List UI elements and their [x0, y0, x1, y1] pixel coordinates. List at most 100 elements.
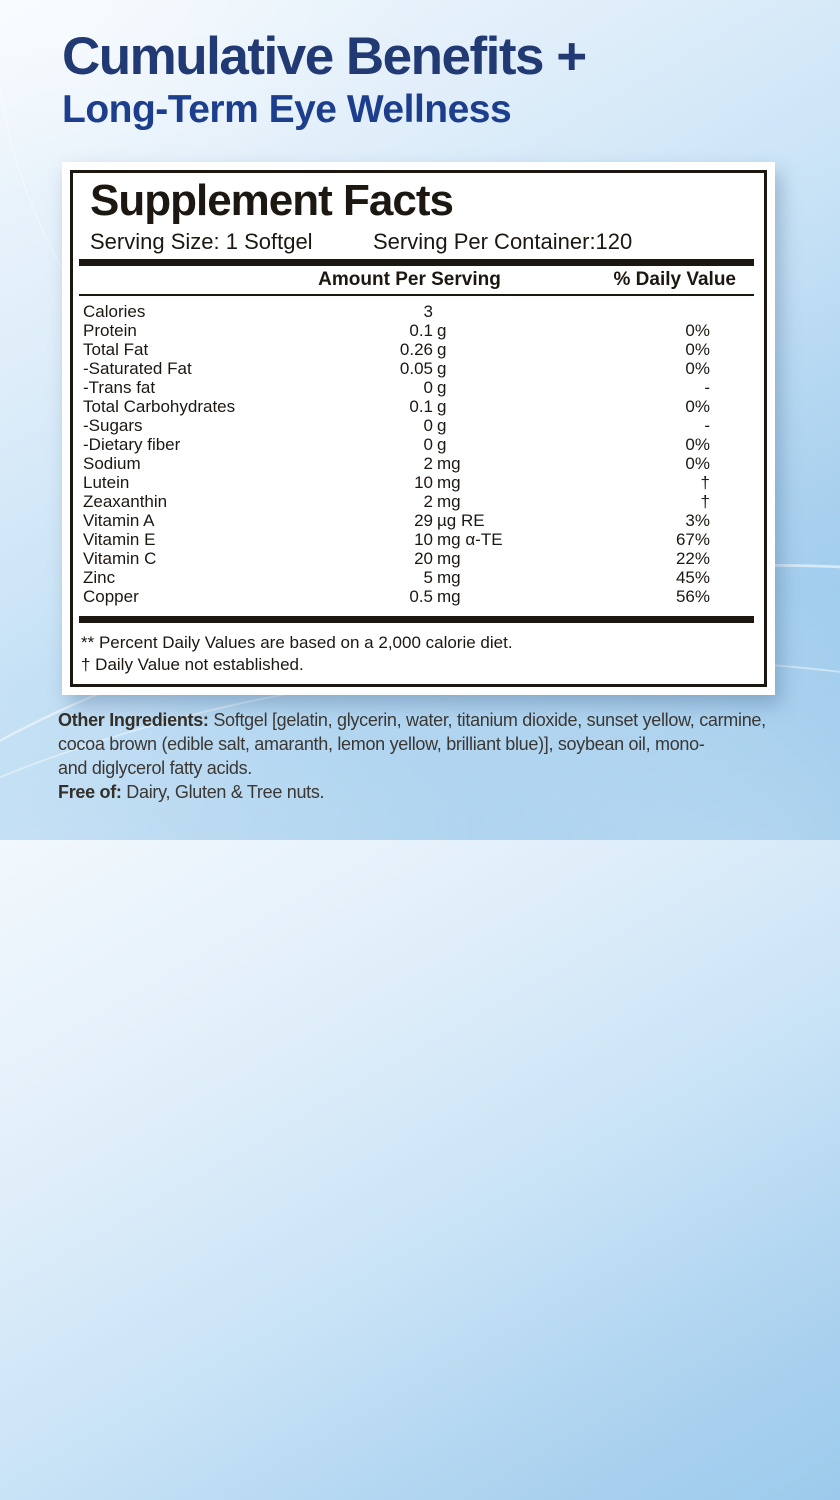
nutrient-amount: 3: [423, 302, 433, 322]
other-ingredients-label: Other Ingredients:: [58, 710, 209, 730]
nutrient-daily-value: 67%: [675, 530, 710, 550]
footnotes: ** Percent Daily Values are based on a 2…: [81, 632, 736, 676]
table-row: Vitamin A 29 µg RE 3%: [83, 511, 736, 530]
table-row: Calories 3: [83, 302, 736, 321]
nutrient-name: Calories: [83, 302, 146, 322]
nutrient-name: -Dietary fiber: [83, 435, 181, 455]
title-line-1: Cumulative Benefits +: [62, 27, 587, 86]
nutrient-amount: 0: [423, 435, 433, 455]
nutrient-unit: mg: [437, 492, 461, 512]
nutrient-amount: 20: [414, 549, 433, 569]
servings-per-container-label: Serving Per Container:120: [373, 229, 633, 254]
table-row: Zeaxanthin 2 mg †: [83, 492, 736, 511]
page-title: Cumulative Benefits + Long-Term Eye Well…: [62, 27, 587, 131]
nutrient-daily-value: 56%: [675, 587, 710, 607]
title-line-2: Long-Term Eye Wellness: [62, 88, 512, 131]
nutrient-amount: 2: [423, 492, 433, 512]
nutrient-daily-value: 0%: [685, 435, 710, 455]
nutrient-amount: 0: [423, 378, 433, 398]
nutrient-name: Total Fat: [83, 340, 149, 360]
nutrient-amount: 5: [423, 568, 433, 588]
nutrient-name: Vitamin E: [83, 530, 156, 550]
nutrient-amount: 10: [414, 530, 433, 550]
nutrient-amount: 2: [423, 454, 433, 474]
supplement-facts-panel: Supplement Facts Serving Size: 1 Softgel…: [70, 170, 767, 687]
nutrient-daily-value: †: [700, 473, 710, 493]
free-of-label: Free of:: [58, 782, 122, 802]
free-of-line: Free of: Dairy, Gluten & Tree nuts.: [58, 780, 818, 804]
table-row: Vitamin E 10 mg α-TE 67%: [83, 530, 736, 549]
table-row: Protein 0.1 g 0%: [83, 321, 736, 340]
table-row: -Sugars 0 g -: [83, 416, 736, 435]
table-row: Zinc 5 mg 45%: [83, 568, 736, 587]
column-header-daily-value: % Daily Value: [613, 269, 736, 291]
nutrient-amount: 0.05: [399, 359, 433, 379]
free-of-text: Dairy, Gluten & Tree nuts.: [121, 782, 325, 802]
footnote-daily-values: ** Percent Daily Values are based on a 2…: [81, 633, 513, 653]
nutrient-daily-value: 0%: [685, 340, 710, 360]
nutrient-daily-value: 0%: [685, 359, 710, 379]
nutrient-amount: 10: [414, 473, 433, 493]
thick-rule-top: [79, 259, 754, 267]
serving-size-label: Serving Size: 1 Softgel: [90, 229, 313, 254]
nutrient-daily-value: †: [700, 492, 710, 512]
nutrient-daily-value: 0%: [685, 397, 710, 417]
table-row: Vitamin C 20 mg 22%: [83, 549, 736, 568]
table-row: -Trans fat 0 g -: [83, 378, 736, 397]
nutrient-unit: mg α-TE: [437, 530, 503, 550]
table-header-row: Amount Per Serving % Daily Value: [83, 269, 736, 294]
nutrient-name: Zeaxanthin: [83, 492, 168, 512]
nutrient-unit: g: [437, 435, 447, 455]
nutrient-daily-value: [616, 302, 736, 321]
nutrient-name: Protein: [83, 321, 137, 341]
other-ingredients-line-3: and diglycerol fatty acids.: [58, 758, 253, 778]
nutrient-unit: [433, 302, 616, 321]
table-row: -Dietary fiber 0 g 0%: [83, 435, 736, 454]
nutrient-unit: µg RE: [437, 511, 485, 531]
nutrient-amount: 29: [414, 511, 433, 531]
nutrient-amount: 0.1: [409, 397, 433, 417]
nutrient-unit: mg: [437, 568, 461, 588]
serving-info-row: Serving Size: 1 Softgel Serving Per Cont…: [90, 229, 736, 254]
nutrient-unit: mg: [437, 549, 461, 569]
other-ingredients-section: Other Ingredients: Softgel [gelatin, gly…: [58, 708, 818, 804]
thin-rule-header: [79, 294, 754, 297]
table-row: Total Carbohydrates 0.1 g 0%: [83, 397, 736, 416]
table-row: -Saturated Fat 0.05 g 0%: [83, 359, 736, 378]
nutrient-unit: g: [437, 416, 447, 436]
nutrient-unit: g: [437, 340, 447, 360]
table-row: Copper 0.5 mg 56%: [83, 587, 736, 606]
nutrient-unit: mg: [437, 587, 461, 607]
nutrient-daily-value: 0%: [685, 321, 710, 341]
nutrient-name: Vitamin C: [83, 549, 157, 569]
nutrient-unit: mg: [437, 473, 461, 493]
nutrient-name: Copper: [83, 587, 139, 607]
other-ingredients-text-1: Softgel [gelatin, glycerin, water, titan…: [208, 710, 766, 730]
nutrient-name: Lutein: [83, 473, 130, 493]
nutrient-name: Zinc: [83, 568, 116, 588]
supplement-facts-card: Supplement Facts Serving Size: 1 Softgel…: [62, 162, 775, 695]
nutrient-daily-value: 22%: [675, 549, 710, 569]
nutrient-unit: g: [437, 321, 447, 341]
nutrient-daily-value: 0%: [685, 454, 710, 474]
table-row: Sodium 2 mg 0%: [83, 454, 736, 473]
nutrient-amount: 0.5: [409, 587, 433, 607]
table-row: Lutein 10 mg †: [83, 473, 736, 492]
nutrient-daily-value: 3%: [685, 511, 710, 531]
nutrient-name: Sodium: [83, 454, 141, 474]
nutrient-unit: g: [437, 378, 447, 398]
nutrient-amount: 0.1: [409, 321, 433, 341]
nutrient-name: -Sugars: [83, 416, 143, 436]
facts-rows: Calories 3 Protein 0.1 g 0% Total Fat 0.…: [83, 302, 736, 606]
nutrient-name: Total Carbohydrates: [83, 397, 236, 417]
nutrient-amount: 0.26: [399, 340, 433, 360]
nutrient-daily-value: 45%: [675, 568, 710, 588]
nutrient-unit: mg: [437, 454, 461, 474]
table-row: Total Fat 0.26 g 0%: [83, 340, 736, 359]
nutrient-amount: 0: [423, 416, 433, 436]
nutrient-name: -Saturated Fat: [83, 359, 192, 379]
thick-rule-bottom: [79, 616, 754, 624]
footnote-dagger: † Daily Value not established.: [81, 655, 304, 675]
column-header-amount: Amount Per Serving: [318, 269, 501, 291]
nutrient-daily-value: -: [704, 416, 710, 436]
